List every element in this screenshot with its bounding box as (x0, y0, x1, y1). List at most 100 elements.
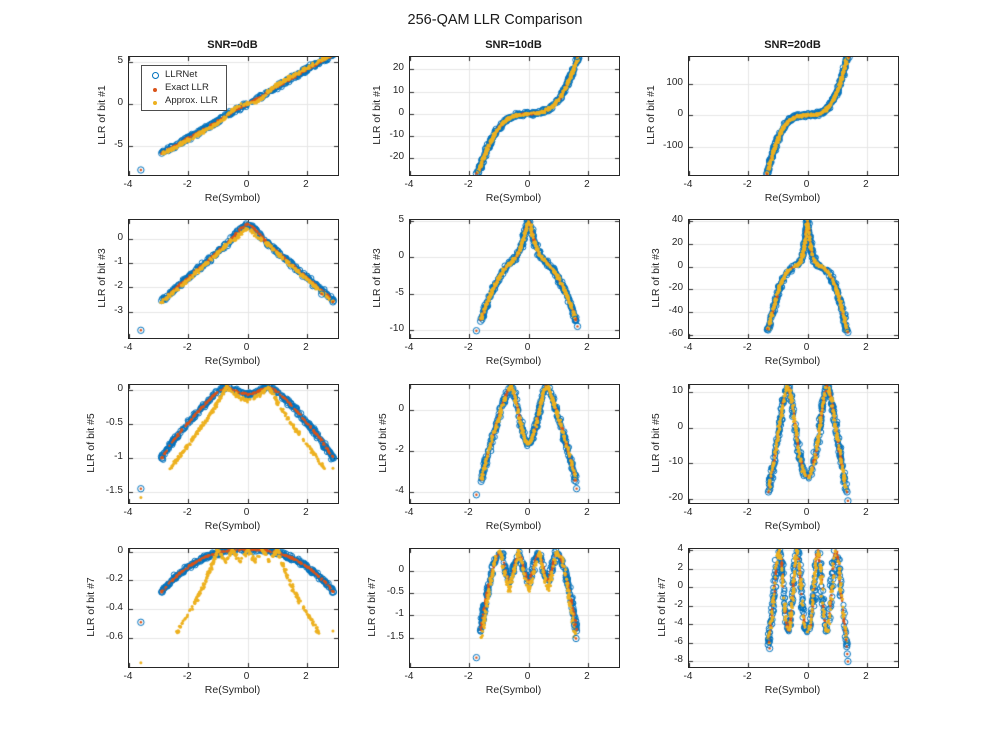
y-axis-label-bit5-snr20dB: LLR of bit #5 (650, 413, 663, 473)
x-tick-label-bit7-snr0dB-1: -2 (182, 671, 192, 682)
x-tick-label-bit3-snr10dB-3: 2 (584, 342, 590, 353)
plot-canvas-bit1-snr20dB (689, 57, 898, 175)
x-tick-label-bit5-snr20dB-3: 2 (863, 507, 869, 518)
x-tick-label-bit1-snr20dB-3: 2 (863, 179, 869, 190)
y-tick-label-bit7-snr0dB-0: 0 (117, 544, 123, 556)
plot-canvas-bit5-snr20dB (689, 385, 898, 503)
y-tick-label-bit7-snr10dB-2: -1 (395, 608, 404, 620)
x-axis-label-bit1-snr20dB: Re(Symbol) (764, 192, 821, 204)
x-axis-label-bit3-snr10dB: Re(Symbol) (485, 355, 542, 367)
y-tick-label-bit5-snr10dB-2: -4 (395, 484, 404, 496)
y-tick-label-bit3-snr0dB-2: -2 (114, 280, 123, 292)
x-tick-label-bit1-snr20dB-1: -2 (742, 179, 752, 190)
plot-canvas-bit3-snr10dB (410, 220, 619, 338)
y-tick-label-bit7-snr10dB-1: -0.5 (386, 586, 404, 598)
x-tick-label-bit5-snr0dB-0: -4 (123, 507, 133, 518)
axes-bit5-snr0dB (128, 384, 339, 504)
y-tick-label-bit3-snr20dB-5: -60 (668, 327, 683, 339)
legend-label-2: Approx. LLR (165, 95, 218, 106)
x-tick-label-bit3-snr20dB-3: 2 (863, 342, 869, 353)
x-tick-label-bit1-snr10dB-0: -4 (404, 179, 414, 190)
y-tick-label-bit7-snr20dB-4: -4 (674, 617, 683, 629)
plot-canvas-bit7-snr20dB (689, 549, 898, 667)
y-tick-label-bit5-snr20dB-1: 0 (677, 420, 683, 432)
plot-canvas-bit5-snr0dB (129, 385, 338, 503)
y-tick-label-bit7-snr10dB-3: -1.5 (386, 630, 404, 642)
axes-bit3-snr0dB (128, 219, 339, 339)
y-tick-label-bit1-snr10dB-4: -20 (389, 151, 404, 163)
y-tick-label-bit1-snr20dB-2: -100 (662, 139, 683, 151)
x-tick-label-bit5-snr0dB-3: 2 (303, 507, 309, 518)
x-axis-label-bit3-snr20dB: Re(Symbol) (764, 355, 821, 367)
x-tick-label-bit1-snr20dB-0: -4 (683, 179, 693, 190)
y-axis-label-bit7-snr10dB: LLR of bit #7 (366, 577, 379, 637)
y-tick-label-bit3-snr0dB-1: -1 (114, 256, 123, 268)
axes-bit3-snr20dB (688, 219, 899, 339)
x-tick-label-bit3-snr10dB-0: -4 (404, 342, 414, 353)
x-tick-label-bit5-snr10dB-0: -4 (404, 507, 414, 518)
x-tick-label-bit7-snr20dB-1: -2 (742, 671, 752, 682)
x-axis-label-bit7-snr0dB: Re(Symbol) (204, 684, 261, 696)
figure-title: 256-QAM LLR Comparison (407, 12, 583, 28)
plot-canvas-bit7-snr0dB (129, 549, 338, 667)
y-tick-label-bit5-snr10dB-0: 0 (398, 402, 404, 414)
legend-marker-dot-icon (148, 92, 162, 110)
plot-canvas-bit3-snr20dB (689, 220, 898, 338)
y-axis-label-bit3-snr10dB: LLR of bit #3 (371, 248, 384, 308)
x-tick-label-bit5-snr10dB-1: -2 (463, 507, 473, 518)
legend-item-1: Exact LLR (148, 82, 218, 94)
axes-bit5-snr10dB (409, 384, 620, 504)
plot-canvas-bit5-snr10dB (410, 385, 619, 503)
y-tick-label-bit3-snr10dB-0: 5 (398, 214, 404, 226)
y-tick-label-bit3-snr10dB-2: -5 (395, 286, 404, 298)
axes-bit5-snr20dB (688, 384, 899, 504)
legend-marker-dot-icon (148, 79, 162, 97)
plot-canvas-bit7-snr10dB (410, 549, 619, 667)
x-tick-label-bit7-snr10dB-2: 0 (524, 671, 531, 682)
y-tick-label-bit3-snr20dB-2: 0 (677, 259, 683, 271)
y-tick-label-bit5-snr0dB-2: -1 (114, 451, 123, 463)
axes-bit7-snr0dB (128, 548, 339, 668)
x-tick-label-bit5-snr0dB-1: -2 (182, 507, 192, 518)
x-axis-label-bit7-snr20dB: Re(Symbol) (764, 684, 821, 696)
y-tick-label-bit7-snr10dB-0: 0 (398, 563, 404, 575)
x-tick-label-bit7-snr20dB-0: -4 (683, 671, 693, 682)
subplot-title-bit1-snr20dB: SNR=20dB (764, 39, 821, 51)
x-tick-label-bit3-snr0dB-3: 2 (303, 342, 309, 353)
axes-bit3-snr10dB (409, 219, 620, 339)
y-tick-label-bit3-snr20dB-4: -40 (668, 304, 683, 316)
x-tick-label-bit3-snr20dB-0: -4 (683, 342, 693, 353)
x-tick-label-bit3-snr0dB-0: -4 (123, 342, 133, 353)
y-tick-label-bit7-snr20dB-6: -8 (674, 654, 683, 666)
plot-canvas-bit3-snr0dB (129, 220, 338, 338)
y-tick-label-bit3-snr0dB-3: -3 (114, 304, 123, 316)
x-tick-label-bit3-snr0dB-1: -2 (182, 342, 192, 353)
y-tick-label-bit5-snr20dB-2: -10 (668, 456, 683, 468)
x-tick-label-bit5-snr20dB-0: -4 (683, 507, 693, 518)
y-axis-label-bit3-snr0dB: LLR of bit #3 (95, 248, 108, 308)
y-tick-label-bit7-snr20dB-0: 4 (677, 542, 683, 554)
y-tick-label-bit3-snr10dB-3: -10 (389, 323, 404, 334)
axes-bit7-snr10dB (409, 548, 620, 668)
legend-marker-circle-icon (148, 66, 162, 84)
y-axis-label-bit7-snr0dB: LLR of bit #7 (85, 577, 98, 637)
x-tick-label-bit5-snr0dB-2: 0 (243, 507, 250, 518)
y-tick-label-bit7-snr20dB-5: -6 (674, 635, 683, 647)
y-tick-label-bit1-snr20dB-1: 0 (677, 108, 683, 120)
y-tick-label-bit5-snr0dB-3: -1.5 (105, 485, 123, 497)
x-tick-label-bit7-snr10dB-3: 2 (584, 671, 590, 682)
y-tick-label-bit3-snr0dB-0: 0 (117, 232, 123, 244)
x-tick-label-bit7-snr10dB-1: -2 (463, 671, 473, 682)
x-tick-label-bit1-snr10dB-3: 2 (584, 179, 590, 190)
subplot-title-bit1-snr0dB: SNR=0dB (207, 39, 258, 51)
y-tick-label-bit7-snr20dB-3: -2 (674, 598, 683, 610)
y-axis-label-bit5-snr0dB: LLR of bit #5 (85, 413, 98, 473)
x-tick-label-bit5-snr10dB-3: 2 (584, 507, 590, 518)
y-tick-label-bit5-snr20dB-0: 10 (671, 385, 683, 397)
y-axis-label-bit1-snr0dB: LLR of bit #1 (95, 85, 108, 145)
y-tick-label-bit7-snr0dB-2: -0.4 (105, 602, 123, 614)
y-tick-label-bit1-snr10dB-0: 20 (392, 62, 404, 74)
x-tick-label-bit1-snr10dB-1: -2 (463, 179, 473, 190)
x-tick-label-bit1-snr0dB-2: 0 (243, 179, 250, 190)
